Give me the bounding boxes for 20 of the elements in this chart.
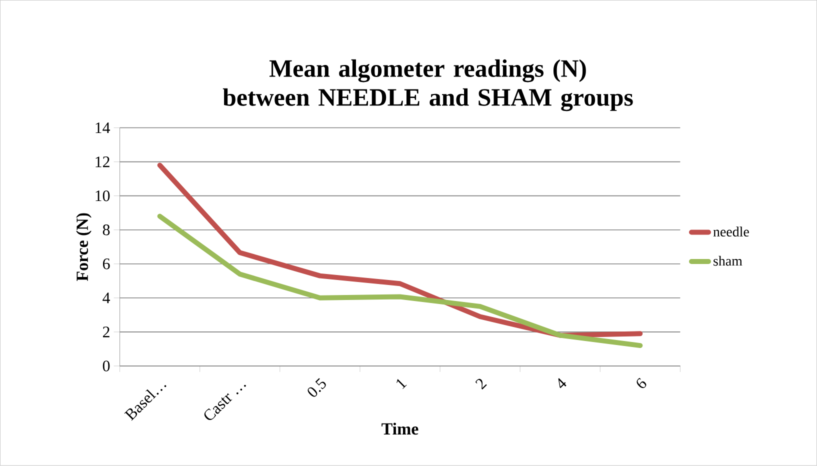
x-tick-label: Castr … xyxy=(204,384,246,420)
y-axis-title: Force (N) xyxy=(76,213,92,282)
y-tick-label: 6 xyxy=(102,258,110,270)
x-tick-label: 1 xyxy=(396,379,407,390)
y-tick-label: 10 xyxy=(96,190,110,202)
x-tick-label: 4 xyxy=(558,378,566,388)
x-axis-title: Time xyxy=(382,422,418,435)
x-tick-label: 6 xyxy=(636,378,646,388)
legend-label: needle xyxy=(713,226,749,237)
line-series xyxy=(157,214,643,348)
y-tick-label: 2 xyxy=(102,326,110,338)
y-tick-label: 12 xyxy=(96,156,110,168)
y-tick-label: 0 xyxy=(102,360,110,372)
legend-label: sham xyxy=(714,256,742,266)
y-tick-label: 4 xyxy=(102,292,110,304)
x-tick-label: 2 xyxy=(475,378,487,390)
y-tick-label: 14 xyxy=(96,122,110,134)
y-tick-label: 8 xyxy=(102,224,110,236)
x-tick-label: 0.5 xyxy=(308,378,326,397)
chart-title: Mean algometer readings (N) between NEEDLE and SHAM groups xyxy=(222,60,633,112)
